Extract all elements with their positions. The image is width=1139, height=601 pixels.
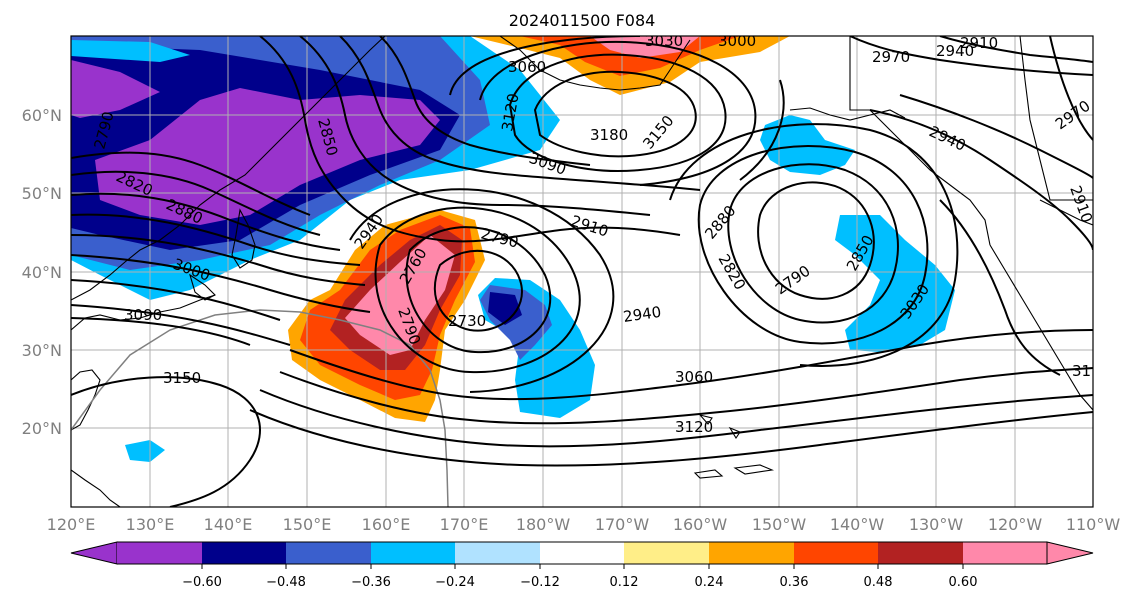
colorbar-tick-label: −0.48 [266,575,306,590]
height-contours [71,36,1093,507]
lon-tick-label: 150°E [283,515,332,534]
lon-tick-label: 160°W [673,515,728,534]
colorbar-tick-label: 0.24 [695,575,724,590]
contour-label: 3180 [590,126,628,144]
lat-tick-label: 20°N [22,419,62,438]
lon-tick-label: 140°W [830,515,885,534]
lon-tick-label: 110°W [1066,515,1121,534]
contour-label: 2730 [448,312,486,330]
lon-tick-label: 130°E [126,515,175,534]
contour-label: 3030 [645,32,683,50]
colorbar-tick-label: −0.60 [182,575,222,590]
colorbar-tick-label: 0.12 [610,575,639,590]
contour-label: 3060 [508,58,546,76]
colorbar: −0.60 −0.48 −0.36 −0.24 −0.12 0.12 0.24 … [70,541,1094,590]
lon-tick-label: 160°E [362,515,411,534]
contour-label: 3150 [163,369,201,387]
colorbar-tick-label: −0.24 [435,575,475,590]
lat-tick-label: 30°N [22,341,62,360]
lat-tick-label: 40°N [22,263,62,282]
lon-tick-label: 130°W [909,515,964,534]
contour-label: 3090 [124,306,162,324]
lon-tick-label: 120°W [988,515,1043,534]
graticule [71,36,1093,507]
contour-label: 3060 [675,368,713,386]
colorbar-tick-label: 0.48 [864,575,893,590]
contour-label: 3120 [675,418,713,436]
colorbar-tick-label: 0.60 [949,575,978,590]
colorbar-tick-label: 0.36 [780,575,809,590]
lat-axis: 60°N 50°N 40°N 30°N 20°N [22,106,62,438]
contour-label: 31 [1072,362,1091,380]
lon-tick-label: 170°W [595,515,650,534]
map-area: 3030 3000 2910 2940 2970 3060 3120 3180 … [71,32,1093,507]
lon-tick-label: 120°E [47,515,96,534]
contour-label: 2940 [936,42,974,60]
negative-anomaly-northwest [71,36,560,300]
lat-tick-label: 60°N [22,106,62,125]
lon-tick-label: 170°E [440,515,489,534]
lon-tick-label: 180°W [516,515,571,534]
map-frame [70,35,1094,508]
negative-anomaly-east [125,115,955,462]
negative-anomaly-central [478,278,595,418]
lat-tick-label: 50°N [22,184,62,203]
colorbar-tick-label: −0.12 [520,575,560,590]
lon-tick-label: 140°E [204,515,253,534]
contour-label: 3000 [718,32,756,50]
lon-axis: 120°E 130°E 140°E 150°E 160°E 170°E 180°… [47,515,1121,534]
contour-label: 2940 [622,303,662,326]
colorbar-tick-label: −0.36 [351,575,391,590]
map-title: 2024011500 F084 [509,11,656,30]
contour-label: 2970 [872,48,910,66]
contour-label: 2910 [960,34,998,52]
lon-tick-label: 150°W [752,515,807,534]
